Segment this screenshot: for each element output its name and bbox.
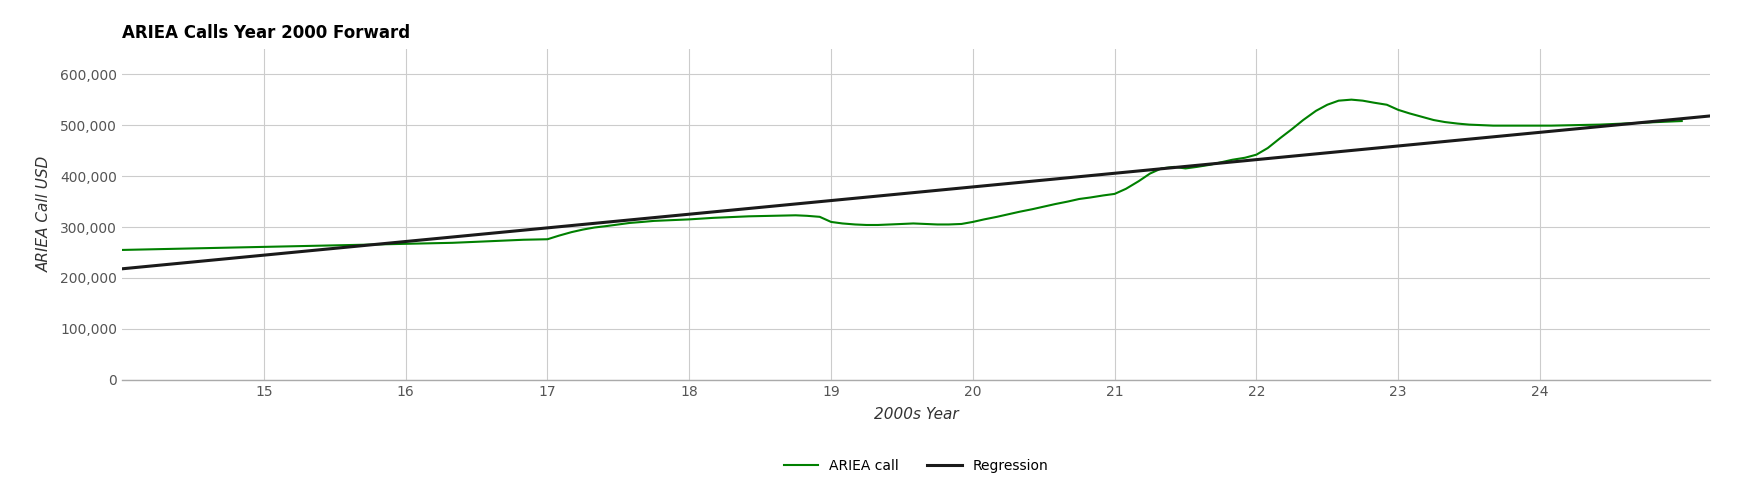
Legend: ARIEA call, Regression: ARIEA call, Regression <box>778 454 1054 479</box>
ARIEA call <box>1340 97 1361 103</box>
ARIEA call <box>1139 170 1160 176</box>
Text: ARIEA Calls Year 2000 Forward: ARIEA Calls Year 2000 Forward <box>122 23 410 41</box>
Line: ARIEA call: ARIEA call <box>122 100 1682 250</box>
ARIEA call <box>1672 118 1693 124</box>
Y-axis label: ARIEA Call USD: ARIEA Call USD <box>37 156 52 272</box>
ARIEA call <box>1625 120 1646 126</box>
ARIEA call <box>1187 164 1208 170</box>
ARIEA call <box>1590 122 1611 128</box>
ARIEA call <box>112 247 133 253</box>
X-axis label: 2000s Year: 2000s Year <box>874 407 958 422</box>
ARIEA call <box>1092 192 1113 198</box>
ARIEA call <box>218 245 239 251</box>
